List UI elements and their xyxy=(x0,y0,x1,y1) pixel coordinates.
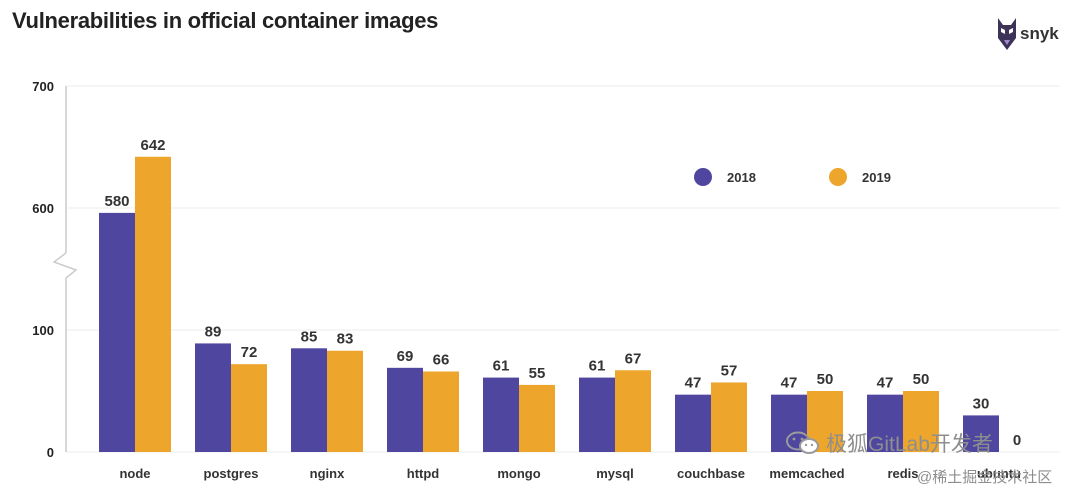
bar-2018-mysql xyxy=(579,377,615,452)
watermark-text: 极狐GitLab开发者 xyxy=(826,428,993,458)
bar-2019-couchbase xyxy=(711,382,747,452)
bar-2018-ubuntu xyxy=(963,415,999,452)
bar-2018-postgres xyxy=(195,343,231,452)
y-tick-label: 600 xyxy=(32,201,54,216)
data-label-2018-nginx: 85 xyxy=(301,328,318,345)
bar-2019-mongo xyxy=(519,384,555,452)
x-tick-label: mongo xyxy=(497,466,540,481)
legend-marker-2018 xyxy=(694,168,712,186)
watermark-line1: 极狐GitLab开发者 xyxy=(826,433,993,456)
chart-title: Vulnerabilities in official container im… xyxy=(12,8,439,33)
x-tick-label: node xyxy=(119,466,150,481)
bar-2018-redis xyxy=(867,394,903,452)
legend-label-2018: 2018 xyxy=(727,170,756,185)
bar-2019-nginx xyxy=(327,350,363,452)
data-label-2019-mysql: 67 xyxy=(625,350,642,367)
data-label-2019-couchbase: 57 xyxy=(721,362,738,379)
data-label-2018-mongo: 61 xyxy=(493,358,510,375)
snyk-logo-text: snyk xyxy=(1020,24,1059,43)
data-label-2019-mongo: 55 xyxy=(529,365,546,382)
snyk-logo: snyk xyxy=(996,16,1076,56)
data-label-2019-postgres: 72 xyxy=(241,344,258,361)
bar-2018-couchbase xyxy=(675,394,711,452)
data-label-2018-node: 580 xyxy=(104,193,129,210)
x-tick-label: postgres xyxy=(204,466,259,481)
y-tick-label: 0 xyxy=(47,445,54,460)
wechat-icon xyxy=(786,431,819,454)
bar-2019-httpd xyxy=(423,371,459,452)
x-tick-label: ubuntu xyxy=(977,466,1021,481)
snyk-dog-logo-icon xyxy=(998,18,1016,50)
data-label-2019-memcached: 50 xyxy=(817,371,834,388)
watermark-subtext: @稀土掘金技术社区 xyxy=(917,469,1053,486)
data-label-2019-httpd: 66 xyxy=(433,351,450,368)
bar-2018-nginx xyxy=(291,348,327,452)
data-label-2019-ubuntu: 0 xyxy=(1013,432,1021,449)
x-tick-label: couchbase xyxy=(677,466,745,481)
bar-2018-node xyxy=(99,212,135,452)
bar-2019-postgres xyxy=(231,364,267,452)
legend-marker-2019 xyxy=(829,168,847,186)
y-tick-label: 100 xyxy=(32,323,54,338)
data-label-2019-node: 642 xyxy=(140,137,165,154)
data-label-2018-httpd: 69 xyxy=(397,348,414,365)
data-label-2018-ubuntu: 30 xyxy=(973,395,990,412)
y-tick-label: 700 xyxy=(32,79,54,94)
data-label-2018-redis: 47 xyxy=(877,375,894,392)
bar-2019-mysql xyxy=(615,370,651,452)
x-tick-label: memcached xyxy=(769,466,844,481)
axis-break-mark xyxy=(52,252,78,279)
data-label-2019-nginx: 83 xyxy=(337,331,354,348)
data-label-2018-mysql: 61 xyxy=(589,358,606,375)
data-label-2018-couchbase: 47 xyxy=(685,375,702,392)
bar-2019-redis xyxy=(903,391,939,452)
bar-2018-httpd xyxy=(387,367,423,452)
x-tick-label: httpd xyxy=(407,466,440,481)
data-label-2019-redis: 50 xyxy=(913,371,930,388)
x-tick-label: nginx xyxy=(310,466,345,481)
x-tick-label: mysql xyxy=(596,466,634,481)
bar-2019-node xyxy=(135,156,171,452)
data-label-2018-postgres: 89 xyxy=(205,323,222,340)
data-label-2018-memcached: 47 xyxy=(781,375,798,392)
x-tick-label: redis xyxy=(887,466,918,481)
bar-2018-mongo xyxy=(483,377,519,452)
legend-label-2019: 2019 xyxy=(862,170,891,185)
